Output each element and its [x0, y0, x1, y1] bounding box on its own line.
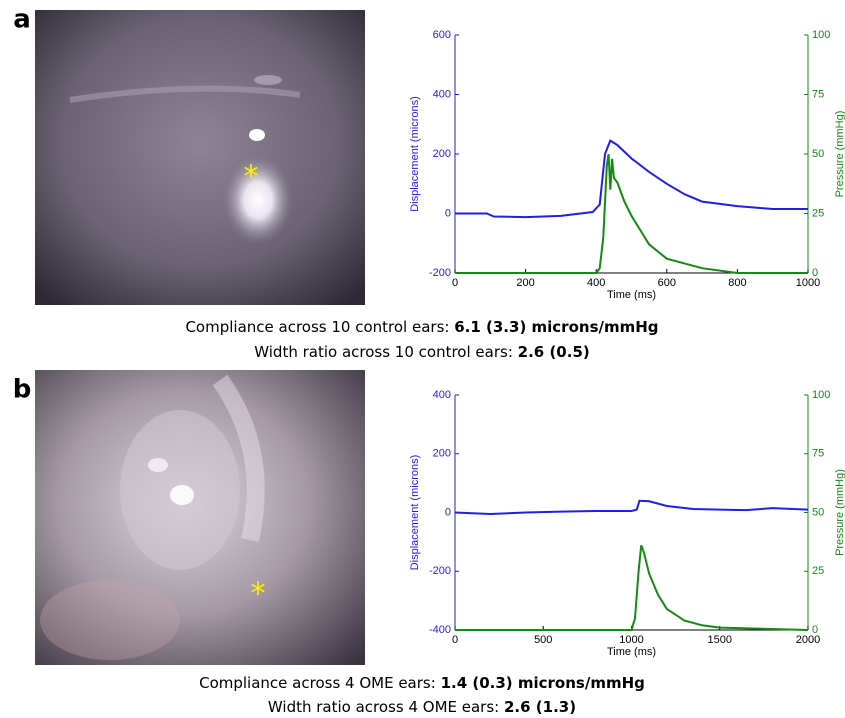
y2-tick-label: 50 — [812, 148, 824, 160]
y2-tick-label: 75 — [812, 448, 824, 460]
caption: Compliance across 4 OME ears: 1.4 (0.3) … — [199, 674, 645, 692]
y2-tick-label: 0 — [812, 267, 818, 279]
caption-text: Compliance across 4 OME ears: — [199, 674, 440, 692]
caption-value: 2.6 (0.5) — [518, 343, 590, 361]
x-tick-label: 2000 — [796, 634, 820, 646]
asterisk-marker: * — [244, 160, 259, 195]
photo-b — [35, 370, 365, 665]
y2-axis-label: Pressure (mmHg) — [834, 469, 845, 556]
x-tick-label: 400 — [587, 277, 605, 289]
y2-tick-label: 100 — [812, 389, 830, 401]
x-tick-label: 800 — [728, 277, 746, 289]
y-tick-label: 400 — [433, 389, 451, 401]
x-tick-label: 200 — [516, 277, 534, 289]
y-axis-label: Displacement (microns) — [409, 96, 421, 212]
data-line — [455, 153, 808, 274]
y-tick-label: 0 — [445, 207, 451, 219]
y-tick-label: -200 — [429, 267, 451, 279]
y-tick-label: 200 — [433, 448, 451, 460]
x-tick-label: 1000 — [619, 634, 643, 646]
y-tick-label: 0 — [445, 506, 451, 518]
x-tick-label: 600 — [658, 277, 676, 289]
y2-tick-label: 50 — [812, 506, 824, 518]
x-tick-label: 0 — [452, 277, 458, 289]
data-line — [454, 499, 809, 516]
caption: Width ratio across 4 OME ears: 2.6 (1.3) — [268, 698, 576, 716]
y-axis-label: Displacement (microns) — [409, 455, 421, 571]
x-tick-label: 0 — [452, 634, 458, 646]
panel-label: b — [13, 375, 32, 405]
y2-tick-label: 25 — [812, 207, 824, 219]
y2-tick-label: 75 — [812, 88, 824, 100]
y-tick-label: -200 — [429, 565, 451, 577]
caption-value: 1.4 (0.3) microns/mmHg — [441, 674, 645, 692]
panel-label: a — [13, 5, 31, 35]
y-tick-label: 600 — [433, 29, 451, 41]
caption-text: Width ratio across 4 OME ears: — [268, 698, 504, 716]
y-tick-label: 400 — [433, 88, 451, 100]
caption: Width ratio across 10 control ears: 2.6 … — [254, 343, 589, 361]
y2-tick-label: 0 — [812, 624, 818, 636]
x-axis-label: Time (ms) — [607, 646, 656, 658]
caption: Compliance across 10 control ears: 6.1 (… — [185, 318, 658, 336]
asterisk-marker: * — [251, 577, 266, 612]
x-axis-label: Time (ms) — [607, 289, 656, 301]
data-line — [455, 139, 808, 219]
caption-text: Compliance across 10 control ears: — [185, 318, 454, 336]
data-line — [455, 545, 809, 631]
x-tick-label: 500 — [534, 634, 552, 646]
x-tick-label: 1500 — [708, 634, 732, 646]
caption-value: 6.1 (3.3) microns/mmHg — [454, 318, 658, 336]
caption-text: Width ratio across 10 control ears: — [254, 343, 517, 361]
y2-axis-label: Pressure (mmHg) — [834, 111, 845, 198]
caption-value: 2.6 (1.3) — [504, 698, 576, 716]
y-tick-label: -400 — [429, 624, 451, 636]
photo-a — [35, 10, 365, 305]
x-tick-label: 1000 — [796, 277, 820, 289]
y2-tick-label: 25 — [812, 565, 824, 577]
y-tick-label: 200 — [433, 148, 451, 160]
y2-tick-label: 100 — [812, 29, 830, 41]
